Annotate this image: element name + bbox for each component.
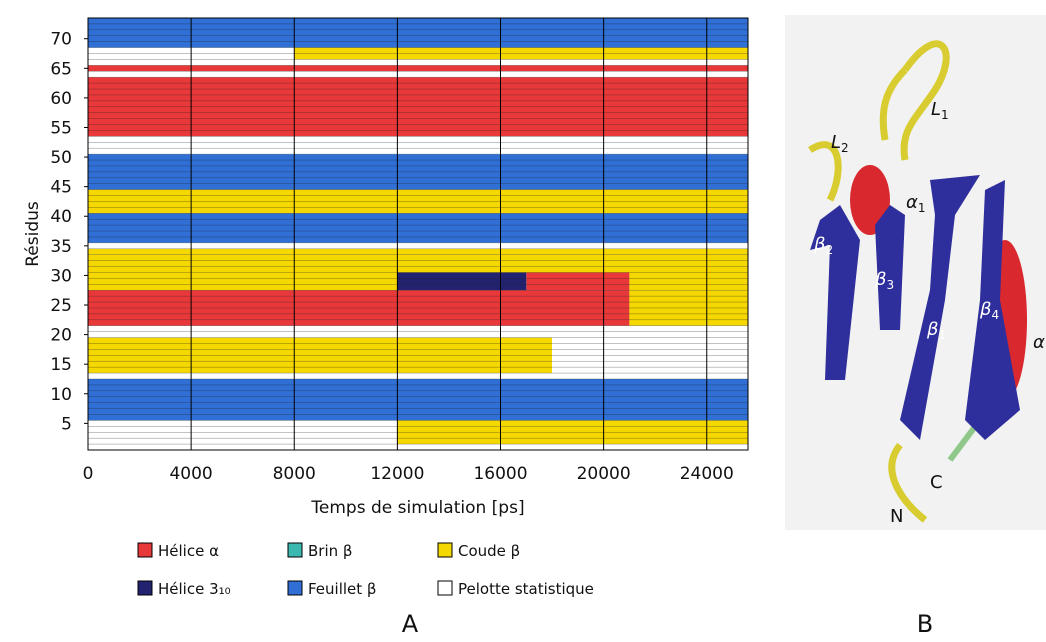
strand	[875, 205, 905, 330]
legend-swatch	[137, 580, 153, 596]
structure-block	[88, 65, 748, 72]
structure-block	[88, 242, 748, 249]
y-tick-label: 45	[50, 178, 72, 198]
legend-swatch	[287, 580, 303, 596]
y-tick-label: 60	[50, 89, 72, 109]
structure-label: L1	[931, 99, 949, 122]
panel-label: B	[917, 610, 933, 638]
legend-swatch	[437, 580, 453, 596]
structure-block	[88, 213, 748, 243]
y-tick-label: 5	[61, 414, 72, 434]
x-tick-label: 12000	[370, 464, 424, 484]
structure-block	[88, 373, 748, 379]
structure-block	[88, 272, 398, 291]
structure-block	[88, 71, 748, 78]
x-axis-label: Temps de simulation [ps]	[310, 498, 524, 518]
x-tick-label: 24000	[680, 464, 734, 484]
y-tick-label: 10	[50, 385, 72, 405]
legend-label: Hélice 3₁₀	[158, 580, 231, 598]
loop	[808, 141, 842, 202]
x-tick-label: 8000	[273, 464, 316, 484]
y-tick-label: 70	[50, 30, 72, 50]
y-tick-label: 40	[50, 207, 72, 227]
plot-frame	[87, 17, 749, 451]
strand	[900, 175, 980, 440]
structure-block	[88, 59, 748, 66]
y-tick-label: 65	[50, 59, 72, 79]
x-tick-label: 4000	[169, 464, 212, 484]
helix	[850, 165, 890, 235]
y-tick-label: 35	[50, 237, 72, 257]
structure-block	[397, 272, 527, 291]
legend-swatch	[437, 542, 453, 558]
structure-block	[88, 136, 748, 155]
loop	[879, 67, 908, 141]
legend-swatch	[137, 542, 153, 558]
legend-label: Pelotte statistique	[458, 580, 594, 598]
legend-label: Brin β	[308, 542, 352, 560]
structure-block	[88, 248, 748, 255]
timeline-plot	[84, 17, 749, 451]
structure-label: L2	[831, 132, 849, 155]
structure-label: β2	[813, 234, 833, 257]
strand	[965, 180, 1020, 440]
structure-block	[526, 272, 630, 291]
y-tick-label: 25	[50, 296, 72, 316]
terminus-label: N	[890, 506, 903, 527]
structure-label: β3	[874, 269, 894, 292]
legend-label: Hélice α	[158, 542, 219, 560]
x-tick-label: 20000	[577, 464, 631, 484]
y-axis-label: Résidus	[23, 201, 43, 267]
structure-block	[88, 444, 748, 450]
structure-block	[88, 254, 748, 273]
structure-block	[88, 378, 748, 421]
y-tick-label: 15	[50, 355, 72, 375]
loop	[888, 442, 928, 523]
strand	[810, 205, 860, 380]
y-tick-label: 55	[50, 118, 72, 138]
structure-label: α1	[906, 192, 926, 215]
y-tick-label: 30	[50, 266, 72, 286]
legend-swatch	[287, 542, 303, 558]
panel-label: A	[402, 610, 419, 638]
loop	[900, 40, 950, 161]
structure-label: β1	[926, 319, 946, 342]
legend-label: Coude β	[458, 542, 520, 560]
structure-label: β4	[979, 299, 999, 322]
structure-block	[629, 272, 748, 291]
y-tick-label: 50	[50, 148, 72, 168]
legend-label: Feuillet β	[308, 580, 377, 598]
protein-ribbon: L1 L2 α1 β2 β3 β1 β4 α C N	[785, 15, 1046, 530]
terminus-label: C	[930, 472, 943, 493]
x-tick-label: 16000	[473, 464, 527, 484]
structure-label: α	[1033, 332, 1045, 353]
x-tick-label: 0	[83, 464, 94, 484]
y-tick-label: 20	[50, 326, 72, 346]
structure-block	[88, 18, 748, 48]
